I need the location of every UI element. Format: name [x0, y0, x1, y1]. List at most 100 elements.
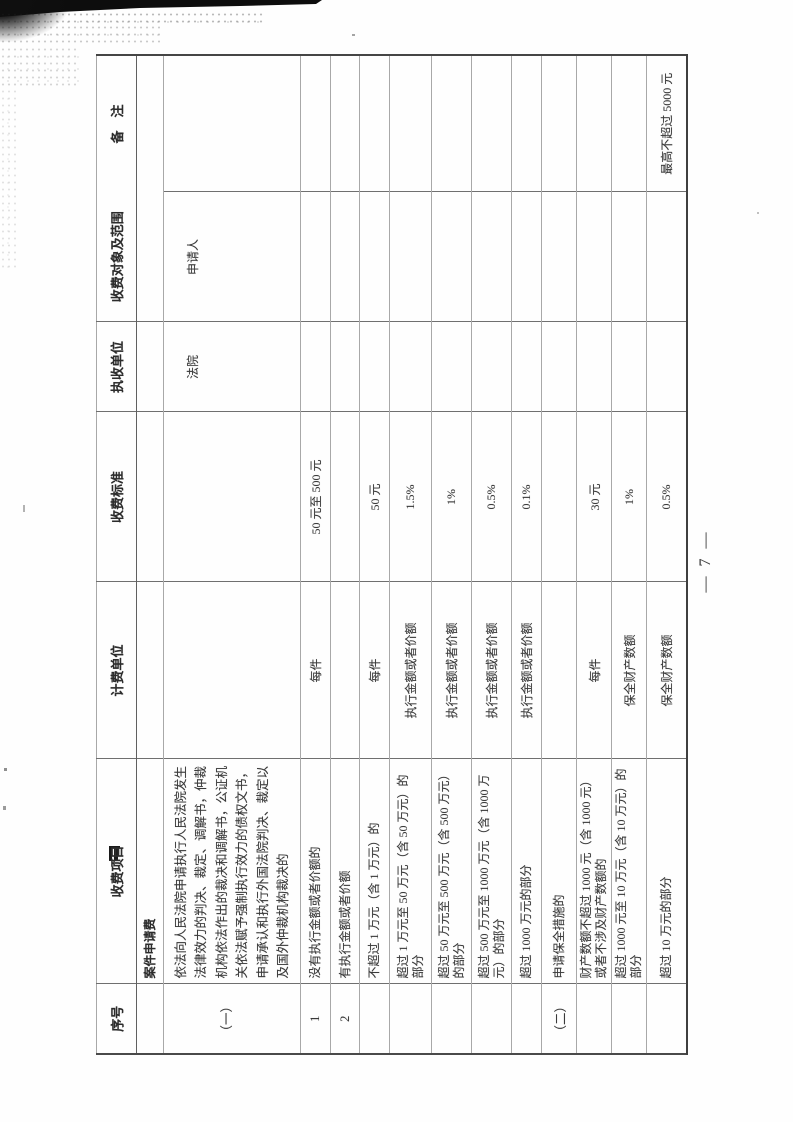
- cell-col: [541, 322, 577, 412]
- cell-tgt: [646, 192, 687, 322]
- cell-tgt: [541, 192, 577, 322]
- scan-artifact-dot: [3, 806, 6, 810]
- cell-std: 30 元: [576, 412, 612, 582]
- cell-item: 超过 10 万元的部分: [646, 759, 687, 984]
- page-number: — 7 —: [697, 529, 714, 593]
- cell-std: 50 元至 500 元: [300, 412, 331, 582]
- cell-rem: [541, 55, 577, 192]
- cell-col: [431, 322, 472, 412]
- cell-item: 不超过 1 万元（含 1 万元）的: [359, 759, 390, 984]
- cell-std: 1.5%: [389, 412, 432, 582]
- scan-artifact-ink-mark: [109, 846, 120, 861]
- cell-item: 超过 50 万元至 500 万元（含 500 万元） 的部分: [431, 759, 472, 984]
- cell-item: 超过 1000 万元的部分: [511, 759, 542, 984]
- cell-unit: 执行金额或者价额: [511, 582, 542, 759]
- cell-tgt: [300, 192, 331, 322]
- cell-no: [431, 984, 472, 1054]
- cell-col: [300, 322, 331, 412]
- cell-tgt: [511, 192, 542, 322]
- cell-tgt: 申请人: [163, 192, 301, 322]
- cell-rem: 最高不超过 5000 元: [646, 55, 687, 192]
- cell-unit: 保全财产数额: [611, 582, 647, 759]
- table-row: （二） 申请保全措施的: [541, 55, 577, 1054]
- table-row: 1 没有执行金额或者价额的 每件 50 元至 500 元: [300, 55, 331, 1054]
- table-row: 超过 1 万元至 50 万元（含 50 万元）的 部分 执行金额或者价额 1.5%: [389, 55, 432, 1054]
- cell-no: （一）: [163, 984, 301, 1054]
- column-header-collecting-unit: 执收单位: [96, 322, 137, 412]
- cell-item: 依法向人民法院申请执行人民法院发生 法律效力的判决、裁定、调解书，仲裁 机构依法…: [163, 759, 301, 984]
- cell-std: 0.1%: [511, 412, 542, 582]
- table-row: 超过 1000 万元的部分 执行金额或者价额 0.1%: [511, 55, 542, 1054]
- cell-unit: 保全财产数额: [646, 582, 687, 759]
- cell-item: 超过 1000 元至 10 万元（含 10 万元）的 部分: [611, 759, 647, 984]
- cell-unit: 执行金额或者价额: [471, 582, 512, 759]
- scan-artifact-speckles: [0, 24, 160, 46]
- scan-artifact-corner-blotch: [0, 0, 70, 42]
- column-header-remarks: 备 注: [96, 55, 137, 192]
- cell-item: 有执行金额或者价额: [330, 759, 360, 984]
- cell-no: 2: [330, 984, 360, 1054]
- cell-item: 超过 500 万元至 1000 万元（含 1000 万 元）的部分: [471, 759, 512, 984]
- cell-col: [389, 322, 432, 412]
- scan-artifact-speckles: [0, 46, 80, 88]
- scan-artifact-speckles: [0, 88, 16, 268]
- cell-tgt: [471, 192, 512, 322]
- table-row: 2 有执行金额或者价额: [330, 55, 360, 1054]
- header-row: 序号 收费项目 计费单位 收费标准 执收单位 收费对象及范围 备 注: [96, 55, 137, 1054]
- cell-tgt: [136, 192, 164, 322]
- cell-no: [511, 984, 542, 1054]
- cell-std: [163, 412, 301, 582]
- cell-rem: [163, 55, 301, 192]
- scan-artifact-dot: [23, 505, 25, 512]
- cell-rem: [511, 55, 542, 192]
- fee-table-header: 序号 收费项目 计费单位 收费标准 执收单位 收费对象及范围 备 注: [96, 55, 137, 1054]
- table-row: 超过 500 万元至 1000 万元（含 1000 万 元）的部分 执行金额或者价…: [471, 55, 512, 1054]
- table-row: 超过 1000 元至 10 万元（含 10 万元）的 部分 保全财产数额 1%: [611, 55, 647, 1054]
- cell-std: [541, 412, 577, 582]
- column-header-fee-item: 收费项目: [96, 759, 137, 984]
- table-row: 财产数额不超过 1000 元（含 1000 元） 或者不涉及财产数额的 每件 30 …: [576, 55, 612, 1054]
- scan-artifact-dot: [757, 212, 759, 214]
- column-header-billing-unit: 计费单位: [96, 582, 137, 759]
- cell-std: [330, 412, 360, 582]
- cell-unit: 每件: [300, 582, 331, 759]
- table-row: 超过 50 万元至 500 万元（含 500 万元） 的部分 执行金额或者价额 1%: [431, 55, 472, 1054]
- cell-rem: [611, 55, 647, 192]
- cell-no: [576, 984, 612, 1054]
- cell-tgt: [431, 192, 472, 322]
- cell-std: 50 元: [359, 412, 390, 582]
- table-row: （一） 依法向人民法院申请执行人民法院发生 法律效力的判决、裁定、调解书，仲裁 机…: [163, 55, 301, 1054]
- cell-tgt: [389, 192, 432, 322]
- cell-col: [136, 322, 164, 412]
- table-row: 不超过 1 万元（含 1 万元）的 每件 50 元: [359, 55, 390, 1054]
- cell-tgt: [611, 192, 647, 322]
- column-header-fee-standard: 收费标准: [96, 412, 137, 582]
- cell-unit: [330, 582, 360, 759]
- cell-col: [359, 322, 390, 412]
- cell-col: 法院: [163, 322, 301, 412]
- scan-artifact-speckles: [0, 11, 265, 24]
- fee-table: 序号 收费项目 计费单位 收费标准 执收单位 收费对象及范围 备 注 案件申请费…: [96, 54, 688, 1055]
- cell-no: [471, 984, 512, 1054]
- cell-unit: [541, 582, 577, 759]
- cell-no: [389, 984, 432, 1054]
- cell-no: （二）: [541, 984, 577, 1054]
- cell-col: [646, 322, 687, 412]
- cell-item: 超过 1 万元至 50 万元（含 50 万元）的 部分: [389, 759, 432, 984]
- column-header-serial-no: 序号: [96, 984, 137, 1054]
- cell-std: [136, 412, 164, 582]
- cell-tgt: [330, 192, 360, 322]
- cell-col: [471, 322, 512, 412]
- cell-no: [359, 984, 390, 1054]
- cell-rem: [389, 55, 432, 192]
- cell-rem: [576, 55, 612, 192]
- cell-item: 没有执行金额或者价额的: [300, 759, 331, 984]
- cell-item: 财产数额不超过 1000 元（含 1000 元） 或者不涉及财产数额的: [576, 759, 612, 984]
- cell-no: [646, 984, 687, 1054]
- cell-rem: [300, 55, 331, 192]
- column-header-payer-scope: 收费对象及范围: [96, 192, 137, 322]
- cell-unit: [136, 582, 164, 759]
- cell-no: 1: [300, 984, 331, 1054]
- cell-no: [136, 984, 164, 1054]
